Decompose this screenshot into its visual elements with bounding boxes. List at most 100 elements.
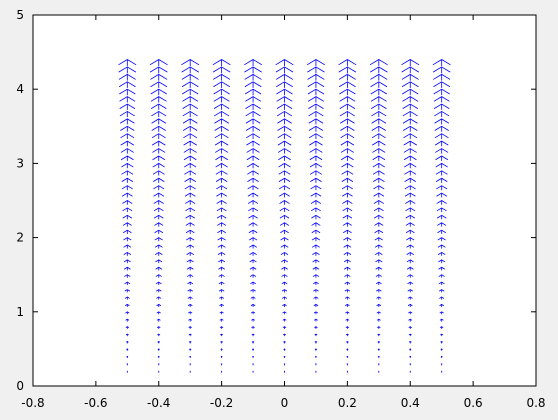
quiver-arrow [433,81,451,88]
quiver-arrow [119,88,136,96]
quiver-arrow [219,318,224,322]
quiver-arrow [314,348,318,351]
quiver-arrow [157,326,161,329]
quiver-arrow [373,207,384,213]
quiver-arrow [250,281,257,286]
quiver-arrow [344,289,351,293]
quiver-arrow [215,155,229,161]
quiver-arrow [406,237,415,242]
quiver-arrow [346,348,349,351]
quiver-arrow [438,274,445,278]
quiver-arrow [244,73,262,81]
quiver-arrow [308,133,323,140]
quiver-arrow [403,155,417,161]
quiver-arrow [432,66,451,74]
quiver-arrow [275,59,294,67]
quiver-arrow [153,185,165,191]
quiver-arrow [408,326,412,329]
quiver-arrow [277,133,292,140]
x-tick-label: 0 [281,396,289,410]
quiver-arrow [403,148,417,154]
quiver-arrow [216,207,227,213]
quiver-arrow [156,303,162,307]
quiver-arrow [342,200,353,205]
quiver-arrow [433,88,450,96]
quiver-arrow [374,237,383,242]
quiver-arrow [185,214,195,220]
quiver-arrow [247,192,259,198]
quiver-arrow [404,177,417,183]
quiver-arrow [434,110,450,118]
quiver-arrow [407,296,413,300]
quiver-arrow [213,96,230,103]
quiver-arrow [434,125,449,132]
quiver-arrow [219,303,224,307]
quiver-arrow [370,66,388,74]
quiver-arrow [376,318,381,322]
quiver-arrow [214,133,229,140]
quiver-arrow [375,266,383,271]
quiver-arrow [371,103,387,110]
quiver-arrow [188,326,192,329]
quiver-arrow [372,140,386,147]
quiver-arrow [250,311,256,315]
quiver-arrow [405,207,416,213]
quiver-arrow [120,148,134,154]
quiver-arrow [436,185,448,191]
quiver-arrow [120,140,135,147]
quiver-arrow [376,296,382,300]
quiver-arrow [378,370,380,373]
quiver-arrow [306,59,325,67]
quiver-arrow [245,118,261,125]
quiver-arrow [153,207,164,213]
quiver-arrow [314,333,318,337]
quiver-arrow [126,348,129,351]
quiver-arrow [154,237,163,242]
quiver-arrow [220,340,223,344]
quiver-arrow [218,259,226,264]
quiver-arrow [405,222,415,227]
arrow-field [118,59,451,373]
quiver-arrow [245,96,262,103]
quiver-arrow [340,148,354,154]
quiver-arrow [342,207,353,213]
quiver-arrow [278,185,291,191]
quiver-arrow [312,281,319,286]
quiver-arrow [215,177,228,183]
quiver-arrow [249,251,257,256]
quiver-arrow [408,311,413,315]
quiver-arrow [252,355,255,359]
quiver-arrow [248,207,259,213]
quiver-arrow [277,125,292,132]
quiver-arrow [313,311,319,315]
quiver-arrow [437,229,447,234]
quiver-arrow [372,155,386,161]
quiver-arrow [406,251,414,256]
quiver-arrow [314,355,317,359]
quiver-arrow [346,363,349,366]
quiver-arrow [282,311,287,315]
x-tick-label: 0.2 [338,396,357,410]
quiver-arrow [436,207,447,213]
quiver-arrow [188,340,192,344]
x-tick-label: -0.4 [147,396,170,410]
quiver-arrow [340,125,355,132]
quiver-arrow [182,96,199,103]
quiver-arrow [370,73,388,81]
quiver-arrow [185,207,196,213]
quiver-arrow [118,81,136,88]
quiver-arrow [373,200,384,205]
quiver-arrow [343,244,352,249]
quiver-arrow [120,155,134,161]
quiver-arrow [404,192,416,198]
quiver-arrow [402,103,419,110]
y-tick-label: 4 [16,82,24,96]
quiver-arrow [122,214,133,220]
quiver-arrow [157,355,160,359]
quiver-arrow [311,244,320,249]
quiver-arrow [183,140,197,147]
quiver-arrow [252,363,254,366]
quiver-arrow [213,73,231,81]
quiver-arrow [373,192,385,198]
